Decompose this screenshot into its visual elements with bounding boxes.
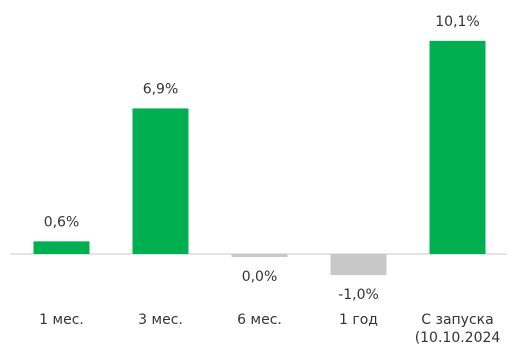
data-label-4: -1,0% — [338, 287, 379, 303]
data-label-5: 10,1% — [435, 14, 479, 30]
category-label-3: 6 мес. — [237, 312, 282, 328]
bar-3 — [231, 254, 288, 257]
category-label-5: С запуска (10.10.2024 — [415, 312, 501, 345]
category-label-1: 1 мес. — [39, 312, 84, 328]
data-label-2: 6,9% — [143, 81, 179, 97]
data-label-3: 0,0% — [242, 269, 278, 285]
bar-4 — [330, 254, 387, 276]
bar-5 — [429, 40, 486, 254]
category-label-2: 3 мес. — [138, 312, 183, 328]
data-label-1: 0,6% — [44, 214, 80, 230]
bar-1 — [33, 241, 90, 254]
bar-2 — [132, 108, 189, 254]
category-label-4: 1 год — [339, 312, 378, 328]
